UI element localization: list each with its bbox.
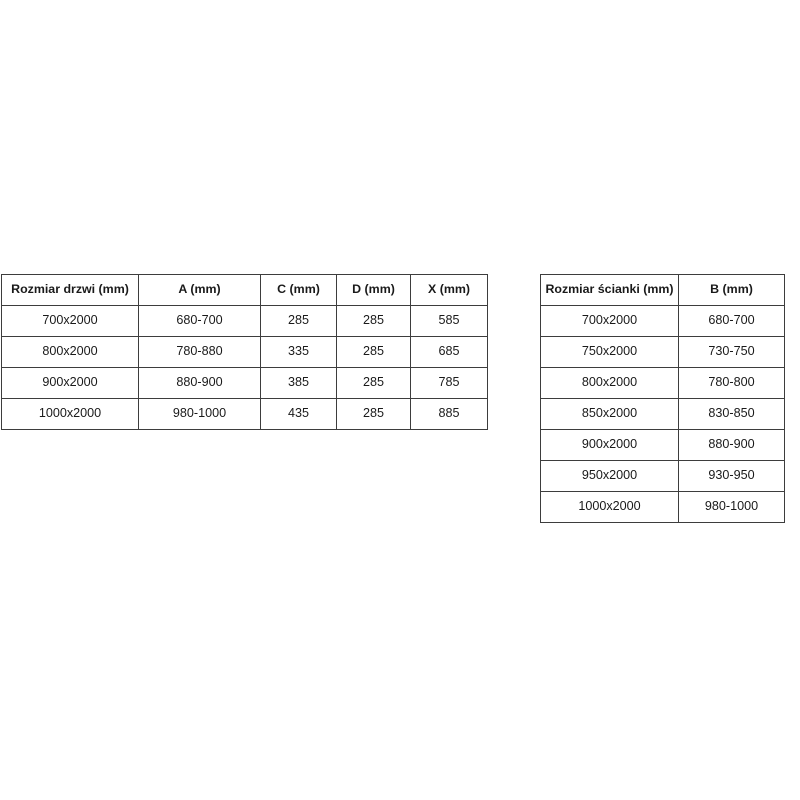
cell-b: 880-900 [678, 429, 785, 461]
table-row: 800x2000 780-800 [540, 367, 785, 399]
cell-door-size: 900x2000 [1, 367, 139, 399]
cell-b: 930-950 [678, 460, 785, 492]
table-row: 750x2000 730-750 [540, 336, 785, 368]
table-row: 850x2000 830-850 [540, 398, 785, 430]
table-row: 950x2000 930-950 [540, 460, 785, 492]
column-header-d: D (mm) [336, 274, 411, 306]
table-header-row: Rozmiar drzwi (mm) A (mm) C (mm) D (mm) … [1, 274, 488, 306]
cell-b: 680-700 [678, 305, 785, 337]
cell-b: 730-750 [678, 336, 785, 368]
cell-c: 435 [260, 398, 337, 430]
table-row: 700x2000 680-700 285 285 585 [1, 305, 488, 337]
door-table-header: Rozmiar drzwi (mm) A (mm) C (mm) D (mm) … [1, 274, 488, 306]
cell-panel-size: 800x2000 [540, 367, 679, 399]
cell-b: 830-850 [678, 398, 785, 430]
cell-c: 385 [260, 367, 337, 399]
cell-x: 685 [410, 336, 488, 368]
door-table-body: 700x2000 680-700 285 285 585 800x2000 78… [1, 305, 488, 430]
column-header-c: C (mm) [260, 274, 337, 306]
cell-d: 285 [336, 398, 411, 430]
cell-d: 285 [336, 336, 411, 368]
cell-x: 785 [410, 367, 488, 399]
panel-table-header: Rozmiar ścianki (mm) B (mm) [540, 274, 785, 306]
cell-d: 285 [336, 367, 411, 399]
panel-table-body: 700x2000 680-700 750x2000 730-750 800x20… [540, 305, 785, 523]
column-header-x: X (mm) [410, 274, 488, 306]
column-header-door-size: Rozmiar drzwi (mm) [1, 274, 139, 306]
door-size-table: Rozmiar drzwi (mm) A (mm) C (mm) D (mm) … [1, 274, 488, 430]
column-header-panel-size: Rozmiar ścianki (mm) [540, 274, 679, 306]
cell-a: 880-900 [138, 367, 261, 399]
cell-a: 680-700 [138, 305, 261, 337]
table-row: 700x2000 680-700 [540, 305, 785, 337]
cell-panel-size: 950x2000 [540, 460, 679, 492]
column-header-b: B (mm) [678, 274, 785, 306]
table-header-row: Rozmiar ścianki (mm) B (mm) [540, 274, 785, 306]
table-row: 1000x2000 980-1000 [540, 491, 785, 523]
cell-c: 335 [260, 336, 337, 368]
column-header-a: A (mm) [138, 274, 261, 306]
table-row: 900x2000 880-900 385 285 785 [1, 367, 488, 399]
cell-b: 980-1000 [678, 491, 785, 523]
cell-panel-size: 850x2000 [540, 398, 679, 430]
cell-panel-size: 750x2000 [540, 336, 679, 368]
table-row: 1000x2000 980-1000 435 285 885 [1, 398, 488, 430]
table-row: 800x2000 780-880 335 285 685 [1, 336, 488, 368]
cell-door-size: 700x2000 [1, 305, 139, 337]
cell-b: 780-800 [678, 367, 785, 399]
cell-a: 780-880 [138, 336, 261, 368]
cell-c: 285 [260, 305, 337, 337]
cell-panel-size: 900x2000 [540, 429, 679, 461]
cell-x: 585 [410, 305, 488, 337]
cell-d: 285 [336, 305, 411, 337]
cell-door-size: 1000x2000 [1, 398, 139, 430]
table-row: 900x2000 880-900 [540, 429, 785, 461]
panel-size-table: Rozmiar ścianki (mm) B (mm) 700x2000 680… [540, 274, 785, 523]
cell-x: 885 [410, 398, 488, 430]
cell-panel-size: 1000x2000 [540, 491, 679, 523]
cell-panel-size: 700x2000 [540, 305, 679, 337]
cell-a: 980-1000 [138, 398, 261, 430]
cell-door-size: 800x2000 [1, 336, 139, 368]
